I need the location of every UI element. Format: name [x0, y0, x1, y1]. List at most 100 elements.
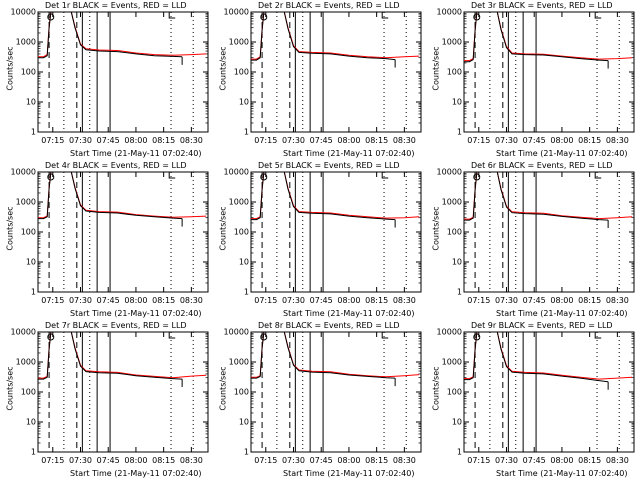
panel-title: Det 2r BLACK = Events, RED = LLD	[258, 1, 400, 10]
detector-panel: 1 10 100 1000 10000 07:15 07:30 07:45 08:00 08:15…	[213, 320, 426, 480]
lld-series-line	[38, 332, 207, 379]
series-group	[38, 12, 207, 65]
chart-svg	[37, 331, 209, 453]
y-tick-label: 1	[243, 287, 249, 297]
x-tick-label: 07:15	[41, 136, 65, 145]
panel-title: Det 5r BLACK = Events, RED = LLD	[258, 161, 400, 170]
x-tick-label: 07:30	[281, 456, 306, 465]
panel-title: Det 7r BLACK = Events, RED = LLD	[45, 321, 187, 330]
y-tick-label: 10	[25, 257, 36, 267]
lld-series-line	[251, 12, 420, 60]
panel-title: Det 3r BLACK = Events, RED = LLD	[471, 1, 613, 10]
x-tick-label: 08:15	[365, 296, 389, 305]
x-tick-label: 08:30	[605, 456, 629, 465]
x-tick-label: 08:30	[179, 136, 203, 145]
y-tick-label: 10	[238, 417, 249, 427]
y-tick-label: 10000	[10, 7, 36, 17]
y-tick-label: 10	[238, 97, 249, 107]
x-tick-label: 07:15	[41, 296, 65, 305]
events-series-line	[251, 12, 396, 61]
y-tick-label: 1000	[441, 197, 462, 207]
y-tick-label: 100	[20, 227, 36, 237]
x-tick-label: 08:00	[337, 136, 361, 145]
events-series-line	[464, 12, 609, 63]
x-tick-label: 07:15	[467, 136, 491, 145]
x-axis-label: Start Time (21-May-11 07:02:40)	[496, 309, 628, 318]
detector-panel: 1 10 100 1000 10000 07:15 07:30 07:45 08:00 08:15…	[0, 320, 213, 480]
x-tick-label: 08:00	[550, 456, 574, 465]
y-axis-label: Counts/sec	[431, 46, 441, 91]
chart-svg	[250, 11, 422, 133]
x-tick-label: 07:30	[494, 136, 519, 145]
series-group	[251, 172, 420, 228]
x-axis-label: Start Time (21-May-11 07:02:40)	[283, 469, 415, 478]
events-series-line	[251, 172, 396, 221]
x-tick-label: 08:30	[179, 456, 203, 465]
x-tick-label: 07:30	[494, 456, 519, 465]
lld-series-line	[464, 12, 633, 62]
y-tick-label: 10	[25, 97, 36, 107]
x-tick-label: 07:30	[281, 296, 306, 305]
y-tick-label: 10	[451, 97, 462, 107]
events-series-line	[38, 12, 183, 59]
y-tick-label: 10000	[436, 327, 462, 337]
x-axis-label: Start Time (21-May-11 07:02:40)	[70, 469, 202, 478]
y-tick-label: 1	[456, 127, 462, 137]
x-tick-label: 07:45	[309, 136, 333, 145]
chart-svg	[250, 331, 422, 453]
x-tick-label: 07:45	[96, 136, 120, 145]
detector-panel: 1 10 100 1000 10000 07:15 07:30 07:45 08:00 08:15…	[426, 0, 639, 160]
lld-series-line	[38, 172, 207, 219]
x-tick-label: 08:00	[337, 296, 361, 305]
lld-series-line	[38, 12, 207, 58]
y-axis-label: Counts/sec	[5, 366, 15, 411]
x-tick-label: 08:30	[392, 456, 416, 465]
series-group	[464, 172, 633, 229]
x-axis-label: Start Time (21-May-11 07:02:40)	[70, 309, 202, 318]
x-tick-label: 07:15	[467, 456, 491, 465]
x-axis-label: Start Time (21-May-11 07:02:40)	[70, 149, 202, 158]
y-axis-label: Counts/sec	[431, 366, 441, 411]
events-series-line	[38, 172, 183, 220]
x-tick-label: 07:15	[254, 136, 278, 145]
x-tick-label: 08:15	[152, 456, 176, 465]
y-tick-label: 1000	[441, 37, 462, 47]
x-tick-label: 08:00	[550, 136, 574, 145]
x-tick-label: 07:45	[309, 296, 333, 305]
y-tick-label: 10	[25, 417, 36, 427]
y-tick-label: 10000	[436, 167, 462, 177]
x-tick-label: 08:00	[550, 296, 574, 305]
y-tick-label: 10000	[223, 7, 249, 17]
lld-series-line	[464, 172, 633, 220]
y-axis-label: Counts/sec	[431, 206, 441, 251]
x-tick-label: 08:00	[124, 296, 148, 305]
chart-svg	[37, 11, 209, 133]
x-tick-label: 08:00	[124, 136, 148, 145]
night-marker	[594, 172, 602, 179]
y-tick-label: 100	[446, 387, 462, 397]
x-tick-label: 08:30	[605, 296, 629, 305]
x-tick-label: 08:15	[578, 296, 602, 305]
detector-panel: 1 10 100 1000 10000 07:15 07:30 07:45 08:00 08:15…	[213, 0, 426, 160]
detector-panel: 1 10 100 1000 10000 07:15 07:30 07:45 08:00 08:15…	[0, 160, 213, 320]
events-series-line	[38, 332, 183, 380]
y-axis-label: Counts/sec	[5, 46, 15, 91]
y-tick-label: 100	[233, 67, 249, 77]
x-tick-label: 07:45	[96, 456, 120, 465]
y-tick-label: 1000	[228, 37, 249, 47]
x-tick-label: 08:15	[578, 136, 602, 145]
x-axis-label: Start Time (21-May-11 07:02:40)	[496, 469, 628, 478]
x-tick-label: 08:30	[179, 296, 203, 305]
y-tick-label: 1	[30, 447, 36, 457]
x-axis-label: Start Time (21-May-11 07:02:40)	[496, 149, 628, 158]
x-tick-label: 08:30	[392, 136, 416, 145]
y-tick-label: 10000	[10, 167, 36, 177]
x-tick-label: 07:15	[254, 296, 278, 305]
series-group	[38, 332, 207, 388]
y-tick-label: 10000	[10, 327, 36, 337]
x-tick-label: 08:30	[605, 136, 629, 145]
x-tick-label: 08:15	[365, 456, 389, 465]
y-tick-label: 1000	[228, 357, 249, 367]
series-group	[251, 332, 420, 387]
x-tick-label: 08:30	[392, 296, 416, 305]
